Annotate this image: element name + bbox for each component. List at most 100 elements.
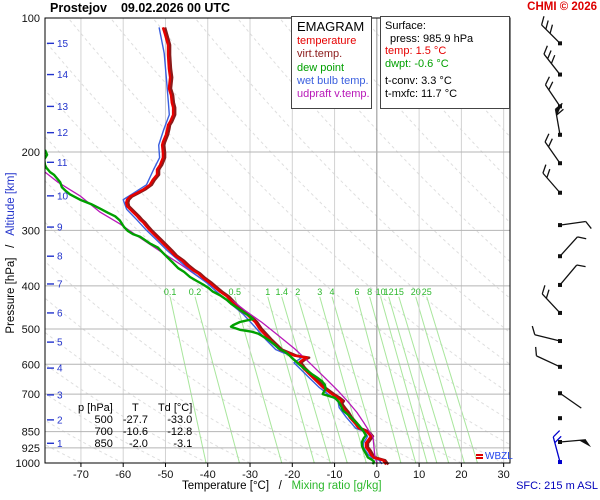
wind-barb-feather (544, 133, 550, 143)
dry-adiabat-line (45, 392, 166, 463)
wind-barb-staff (541, 24, 561, 44)
dry-adiabat-line (405, 18, 510, 138)
wind-barb-feather (535, 346, 538, 356)
wind-barb-feather (547, 138, 553, 148)
wind-barb (540, 16, 562, 46)
wind-barb-feather (540, 16, 545, 26)
y-axis-title-altitude: Altitude [km] (5, 172, 17, 236)
wind-barb-feather (585, 221, 592, 229)
wind-barb-staff (552, 436, 561, 463)
altitude-tick-label: 8 (57, 252, 63, 263)
wind-barb (543, 45, 562, 77)
curve-dew-point (45, 149, 376, 465)
mixing-ratio-line (380, 296, 428, 463)
chmi-credit: CHMI © 2026 (527, 1, 597, 13)
mixing-ratio-label: 1.4 (275, 287, 288, 297)
station-name: Prostejov (50, 1, 107, 15)
surface-tconv: t-conv: 3.3 °C (385, 75, 452, 88)
wind-barb-feather (547, 50, 552, 60)
cell-500-td: -33.0 (167, 414, 193, 426)
wind-barb (558, 391, 582, 409)
surface-title: Surface: (385, 20, 426, 32)
pressure-tick-label: 600 (22, 359, 40, 371)
x-tick-label: -60 (115, 469, 131, 481)
mixing-ratio-label: 0.2 (189, 287, 202, 297)
mixing-ratio-line (398, 296, 450, 463)
table-header-row: p [hPa] T Td [°C] (73, 402, 197, 414)
surface-tmxfc: t-mxfc: 11.7 °C (385, 87, 458, 100)
mixing-ratio-line (319, 296, 367, 463)
wind-barb-staff (544, 141, 561, 164)
wind-barb (554, 102, 564, 137)
wind-barb-staff (536, 355, 561, 368)
legend-box: EMAGRAM temperature virt.temp. dew point… (291, 16, 372, 109)
dry-adiabat-line (236, 18, 510, 299)
wind-barb (542, 164, 562, 195)
wind-barb-staff (559, 264, 578, 286)
wind-barb-staff (559, 236, 578, 257)
mixing-ratio-line (388, 296, 438, 463)
wind-barb-staff (534, 334, 561, 342)
wind-barb-pennant (578, 439, 592, 448)
dry-adiabat-line (67, 18, 510, 421)
pressure-tick-label: 1000 (16, 458, 40, 470)
legend-title: EMAGRAM (297, 19, 365, 34)
wind-barb (552, 430, 562, 465)
cell-850-t: -2.0 (128, 438, 148, 450)
wind-barb-staff (541, 293, 561, 314)
dry-adiabat-line (45, 297, 293, 463)
legend-item-dew-point: dew point (297, 61, 345, 74)
mixing-ratio-label: 4 (330, 287, 335, 297)
wind-barb-feather (541, 285, 546, 295)
mixing-ratio-label: 0.1 (164, 287, 177, 297)
dry-adiabat-line (45, 135, 462, 463)
wind-barb-feather (549, 24, 554, 34)
sounding-curves (45, 27, 390, 466)
wind-barb-staff (559, 220, 586, 226)
altitude-tick-label: 3 (57, 390, 63, 401)
y-axis-separator: / (5, 244, 17, 248)
x-axis-title: Temperature [°C] / Mixing ratio [g/kg] (182, 480, 382, 492)
legend-item-updraft: udpraft v.temp. (297, 88, 370, 101)
plot-border (44, 17, 511, 464)
altitude-tick-label: 4 (57, 364, 63, 375)
mixing-ratio-line (297, 296, 348, 463)
altitude-tick-label: 13 (57, 102, 69, 113)
mixing-ratio-label: 6 (354, 287, 359, 297)
x-tick-label: -50 (158, 469, 174, 481)
cell-700-td: -12.8 (167, 426, 193, 438)
wind-barb-feather (554, 435, 562, 444)
wind-barb-staff (544, 84, 561, 107)
surface-pressure: press: 985.9 hPa (390, 32, 474, 45)
x-tick-label: -40 (200, 469, 216, 481)
dry-adiabat-line (45, 40, 510, 446)
altitude-tick-label: 11 (57, 158, 68, 169)
dry-adiabat-line (363, 18, 510, 182)
wbzl-marker: WBZL (476, 451, 513, 462)
wind-barb-feather (552, 430, 561, 438)
wind-barb-feather (543, 45, 548, 55)
pressure-tick-label: 850 (22, 427, 40, 439)
wind-barb-feather (544, 76, 550, 86)
wind-barb-staff (543, 53, 561, 75)
mixing-ratio-line (169, 296, 207, 463)
cell-700-p: 700 (94, 426, 113, 438)
legend-item-wet-bulb: wet bulb temp. (297, 74, 369, 87)
wind-barb-feather (545, 289, 550, 299)
mixing-ratio-label: 12 (384, 287, 394, 297)
x-axis-separator: / (278, 480, 282, 492)
altitude-tick-label: 9 (57, 223, 63, 234)
altitude-tick-label: 14 (57, 70, 69, 81)
table-header-p: p [hPa] (78, 402, 113, 414)
wind-barb-dot (558, 416, 562, 421)
cell-850-p: 850 (94, 438, 113, 450)
x-tick-label: 20 (455, 469, 467, 481)
pressure-tick-label: 500 (22, 324, 40, 336)
x-tick-label: 0 (374, 469, 380, 481)
page-title: Prostejov 09.02.2026 00 UTC (50, 1, 230, 15)
wbzl-label: WBZL (485, 451, 513, 462)
mixing-ratio-line (415, 296, 465, 463)
